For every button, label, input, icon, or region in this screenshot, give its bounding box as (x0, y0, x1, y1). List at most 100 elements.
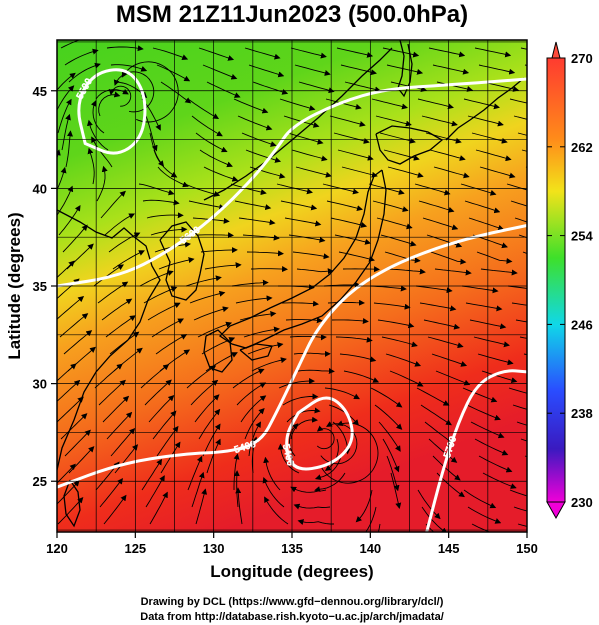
streamline-arrow (387, 166, 424, 178)
streamline-arrow (202, 64, 238, 80)
streamline-arrow (237, 115, 273, 131)
streamline-arrow (235, 487, 243, 525)
lat-lon-grid (57, 40, 527, 532)
streamline-arrow (428, 47, 466, 58)
streamline-arrow (189, 290, 226, 304)
streamline-arrow (240, 395, 267, 423)
streamline-arrow (415, 285, 453, 294)
streamline-arrow (474, 438, 509, 456)
streamline-arrow (185, 275, 222, 287)
streamline-arrow (430, 251, 467, 265)
streamline-arrow (342, 266, 380, 273)
streamline-arrow (507, 285, 527, 289)
streamline-arrow (324, 438, 339, 471)
credit-drawing: Drawing by DCL (https://www.gfd−dennou.o… (141, 596, 444, 608)
y-tick-label: 45 (33, 84, 47, 99)
streamline-arrow (513, 506, 527, 512)
coastline-kurils (445, 77, 525, 141)
streamline-arrow (478, 64, 516, 75)
coastline-honshu (218, 169, 387, 349)
streamline-arrow (435, 370, 471, 386)
streamline-arrow (506, 183, 527, 191)
streamline-arrow (423, 319, 461, 330)
streamline-arrow (141, 458, 163, 491)
streamline-arrow (382, 47, 420, 58)
streamline-arrow (146, 212, 184, 219)
streamline-arrow (104, 213, 135, 236)
streamline-arrow (202, 423, 221, 457)
streamline-arrow (344, 81, 381, 93)
streamline-arrow (385, 353, 422, 367)
streamline-arrow (426, 234, 463, 248)
streamline-arrow (287, 132, 324, 145)
streamline-arrow (509, 98, 527, 104)
streamline-arrow (158, 257, 195, 270)
streamline-arrow (298, 81, 335, 94)
streamline-arrow (512, 404, 527, 410)
streamline-arrow (290, 486, 327, 493)
streamline-arrow (373, 302, 411, 310)
colorbar-tick-label: 254 (571, 229, 593, 244)
coastline-korea (159, 221, 205, 301)
streamline-arrow (64, 48, 99, 66)
streamline-arrow (93, 264, 124, 287)
streamline-arrow (383, 149, 420, 161)
streamline-arrow (188, 200, 226, 211)
streamline-arrow (198, 408, 221, 440)
streamline-arrow (422, 217, 459, 231)
streamline-arrow (421, 115, 458, 127)
streamline-arrow (468, 217, 505, 231)
streamline-arrow (293, 503, 331, 510)
streamline-arrow (464, 200, 501, 214)
streamline-arrow (58, 204, 81, 236)
colorbar-ticks: 270 262 254 246 238 230 (547, 51, 593, 510)
streamline-arrow (474, 47, 512, 58)
vortex-streamline (320, 420, 379, 484)
streamline-arrow (510, 200, 527, 207)
streamline-arrow (203, 166, 239, 182)
streamline-arrow (96, 165, 108, 202)
credit-data-source: Data from http://database.rish.kyoto−u.a… (140, 611, 444, 623)
streamline-arrow (292, 251, 330, 260)
streamline-arrow (284, 217, 322, 227)
streamline-arrow (195, 132, 228, 153)
streamline-arrow (198, 47, 235, 61)
streamline-arrow (196, 232, 234, 239)
streamline-arrow (326, 200, 363, 212)
y-axis-label: Latitude (degrees) (5, 212, 24, 359)
streamline-arrow (371, 98, 408, 110)
streamline-arrow (428, 438, 458, 463)
streamline-arrow (463, 489, 497, 509)
streamline-arrow (381, 336, 418, 348)
streamline-arrow (479, 166, 516, 179)
streamline-arrow (57, 295, 85, 320)
streamline-arrow (64, 429, 91, 457)
streamline-arrow (264, 496, 289, 525)
streamline-arrow (195, 488, 208, 525)
streamline-arrow (462, 387, 498, 403)
streamline-arrow (516, 421, 527, 426)
streamline-arrow (204, 262, 242, 270)
streamline-arrow (232, 368, 265, 389)
streamline-arrow (252, 81, 289, 95)
streamline-arrow (478, 455, 513, 473)
streamline-arrow (243, 326, 280, 338)
streamline-arrow (432, 64, 470, 75)
streamline-arrow (335, 336, 373, 343)
streamline-arrow (206, 438, 221, 474)
streamline-arrow (102, 395, 130, 423)
streamline-arrow (329, 115, 366, 127)
streamline-arrow (231, 279, 269, 287)
streamline-arrow (297, 368, 335, 375)
streamline-arrow (374, 404, 403, 430)
colorbar-tick-label: 270 (571, 51, 593, 66)
streamline-arrow (475, 149, 512, 162)
streamline-arrow (279, 98, 316, 111)
x-tick-label: 125 (124, 541, 146, 556)
streamline-arrow (432, 455, 461, 481)
streamline-arrow (110, 64, 148, 72)
streamline-arrow (314, 455, 342, 481)
streamline-arrow (155, 334, 188, 355)
colorbar-bottom-arrow (546, 501, 566, 520)
